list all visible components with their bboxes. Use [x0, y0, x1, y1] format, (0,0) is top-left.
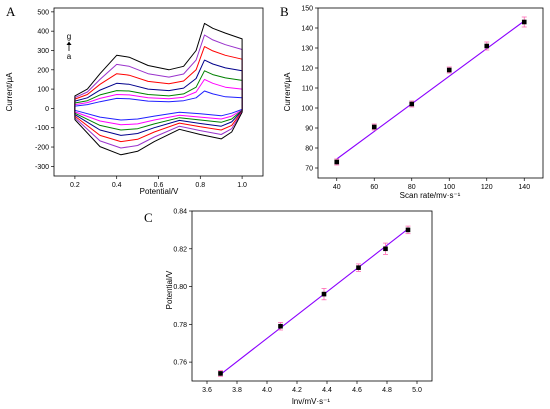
c-xtick-label: 4.8 [382, 387, 392, 394]
b-data-point [484, 43, 490, 49]
panel-b-xlabel: Scan rate/mv·s⁻¹ [400, 191, 461, 200]
b-xtick-label: 80 [408, 184, 416, 191]
b-fit-line [336, 20, 525, 160]
panel-letter-b: B [280, 4, 289, 19]
b-ytick-label: 70 [305, 166, 313, 173]
c-ytick-label: 0.78 [173, 322, 187, 329]
panel-a: A Current/μA Potential/V 0.2 0.4 0.6 0.8 1.0… [5, 4, 264, 196]
c-fit-line [220, 228, 409, 375]
b-ytick-label: 150 [301, 6, 313, 13]
cv-curve-1 [74, 78, 243, 126]
a-ytick-label: 300 [37, 48, 49, 55]
panel-a-axes: 0.2 0.4 0.6 0.8 1.0 -300 -200 -100 0 100 200 300 400… [35, 9, 247, 189]
b-data-point [446, 67, 452, 73]
panel-c-axes: 3.6 3.8 4.0 4.2 4.4 4.6 4.8 5.0 0.76 0.78 0.80 0.82… [173, 209, 422, 395]
cv-curve-6 [74, 22, 243, 156]
a-ytick-label: 0 [45, 106, 49, 113]
a-ytick-label: -300 [35, 164, 49, 171]
c-data-point [278, 323, 283, 329]
b-ytick-label: 100 [301, 106, 313, 113]
panel-b-fit [336, 20, 525, 160]
b-frame [317, 7, 544, 179]
cv-curve-4 [74, 46, 243, 143]
panel-c: C Potential/V lnv/mV·s⁻¹ 3.6 3.8 4.0 4.2 4.4… [144, 209, 433, 406]
a-ytick-label: 500 [37, 9, 49, 16]
panel-c-fit [220, 228, 409, 375]
panel-b-points [334, 16, 527, 166]
b-data-point [521, 19, 527, 25]
b-ytick-label: 130 [301, 46, 313, 53]
c-xtick-label: 3.6 [202, 387, 212, 394]
c-xtick-label: 4.6 [352, 387, 362, 394]
a-ytick-label: -200 [35, 145, 49, 152]
c-frame [191, 210, 433, 382]
cv-curve-3 [74, 59, 243, 136]
panel-a-ylabel: Current/μA [5, 72, 14, 112]
c-data-point [218, 371, 223, 376]
c-data-point [356, 265, 361, 270]
b-data-point [334, 159, 340, 165]
c-xtick-label: 4.4 [322, 387, 332, 394]
a-ytick-label: 200 [37, 67, 49, 74]
b-data-point [371, 124, 377, 130]
panel-a-plot-area [53, 7, 264, 177]
panel-c-plot-area [191, 210, 433, 382]
b-xtick-label: 40 [333, 184, 341, 191]
panel-b-plot-area [317, 7, 544, 179]
a-xtick-label: 0.2 [70, 182, 80, 189]
a-xtick-label: 0.8 [195, 182, 205, 189]
panel-b-ylabel: Current/μA [283, 72, 292, 112]
legend-bottom-label: a [67, 52, 72, 61]
a-ytick-label: -100 [35, 125, 49, 132]
a-xtick-label: 0.6 [154, 182, 164, 189]
b-xtick-label: 120 [481, 184, 493, 191]
panel-a-series [74, 22, 243, 156]
panel-b: B Current/μA Scan rate/mv·s⁻¹ 40 60 80 100 1… [280, 4, 544, 200]
b-data-point [409, 101, 415, 107]
c-xtick-label: 5.0 [412, 387, 422, 394]
c-data-point [405, 227, 411, 233]
b-xtick-label: 60 [370, 184, 378, 191]
panel-c-xlabel: lnv/mV·s⁻¹ [292, 397, 330, 406]
cv-curve-0 [74, 90, 243, 121]
c-data-point [321, 291, 327, 297]
c-ytick-label: 0.80 [173, 284, 187, 291]
b-ytick-label: 140 [301, 26, 313, 33]
a-ytick-label: 400 [37, 29, 49, 36]
c-ytick-label: 0.82 [173, 246, 187, 253]
legend-top-label: g [67, 32, 71, 41]
c-xtick-label: 4.2 [292, 387, 302, 394]
b-ytick-label: 110 [302, 86, 313, 93]
panel-b-axes: 40 60 80 100 120 140 70 80 90 100 110 120 130 140 150 [301, 6, 530, 192]
b-xtick-label: 100 [443, 184, 455, 191]
a-ytick-label: 100 [37, 87, 49, 94]
a-frame [53, 7, 264, 177]
cv-curve-2 [74, 70, 243, 131]
a-xtick-label: 1.0 [237, 182, 247, 189]
panel-a-xlabel: Potential/V [140, 187, 179, 196]
panel-c-points [218, 225, 411, 377]
panel-letter-c: C [144, 210, 153, 225]
cv-curve-5 [74, 34, 243, 149]
b-ytick-label: 90 [305, 126, 313, 133]
b-ytick-label: 80 [305, 146, 313, 153]
c-ytick-label: 0.84 [173, 209, 187, 216]
b-ytick-label: 120 [301, 66, 313, 73]
a-xtick-label: 0.4 [112, 182, 122, 189]
panel-c-ylabel: Potential/V [165, 270, 174, 309]
c-xtick-label: 4.0 [262, 387, 272, 394]
up-arrow-icon [66, 41, 72, 51]
b-xtick-label: 140 [518, 184, 530, 191]
c-data-point [383, 246, 388, 252]
c-ytick-label: 0.76 [173, 360, 187, 367]
c-xtick-label: 3.8 [232, 387, 242, 394]
panel-letter-a: A [6, 4, 16, 19]
